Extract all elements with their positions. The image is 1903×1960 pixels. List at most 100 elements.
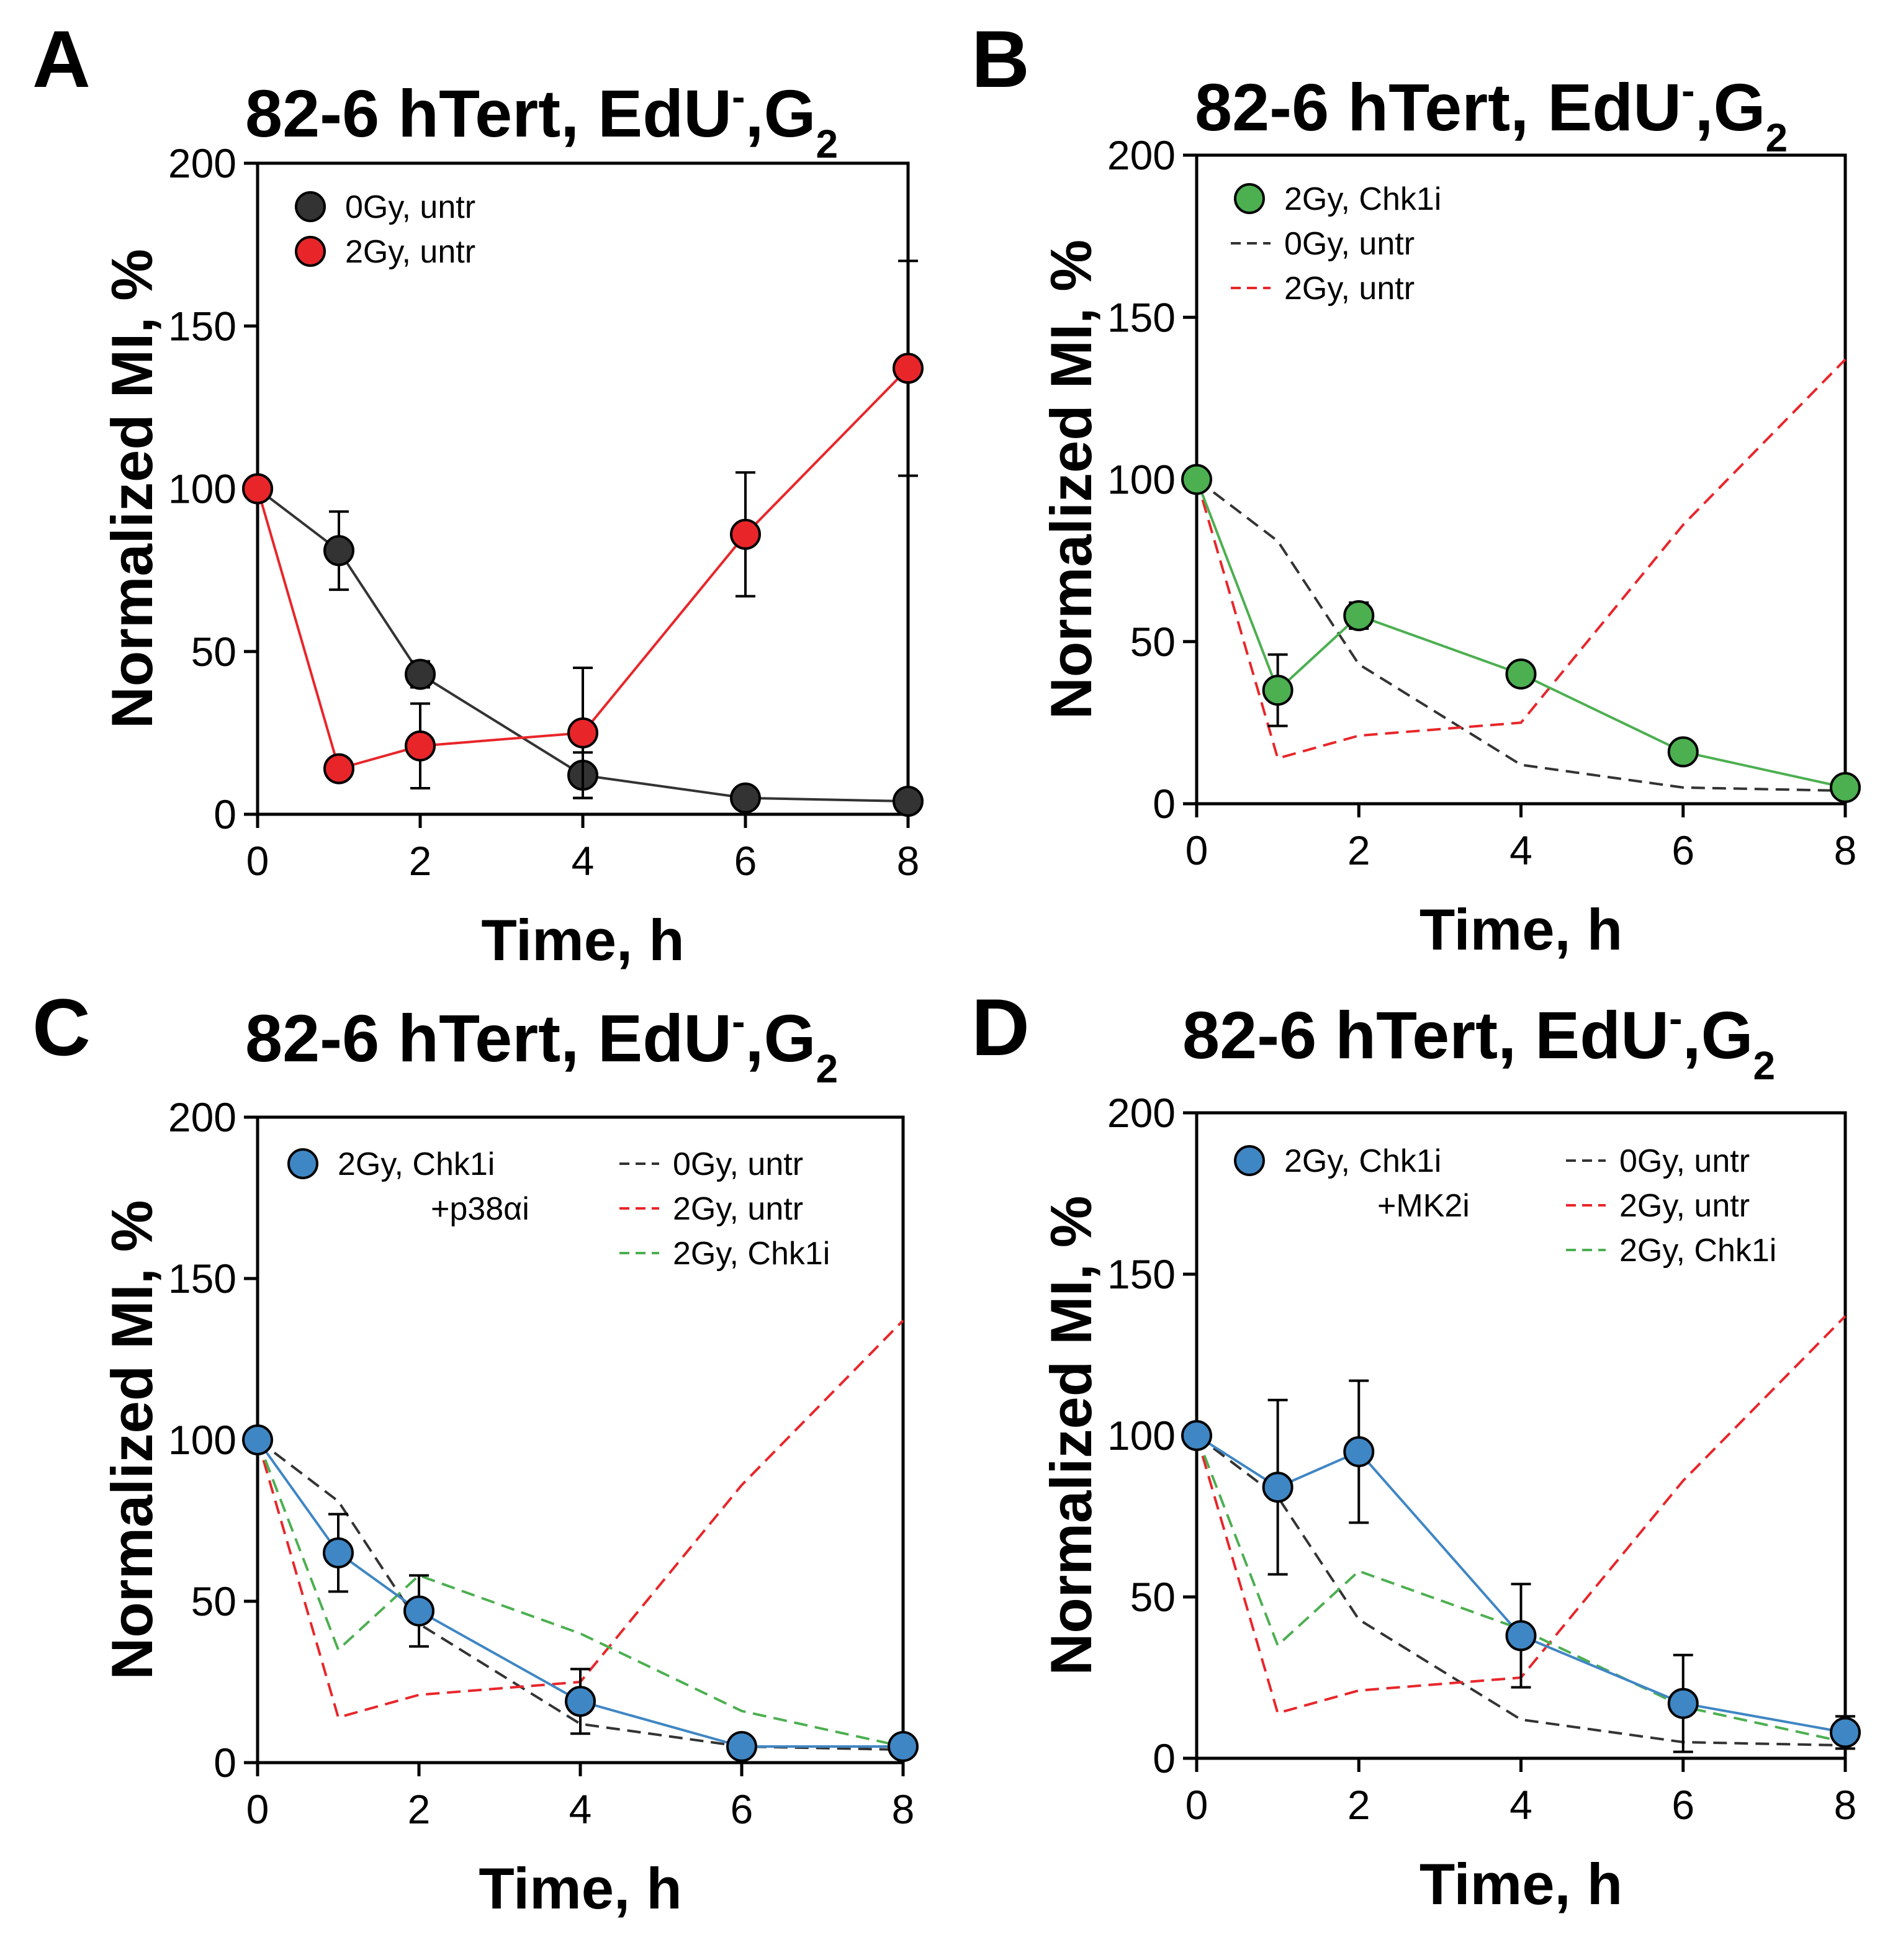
data-point bbox=[242, 473, 273, 505]
data-point bbox=[893, 353, 924, 384]
legend-item: 0Gy, untr bbox=[619, 1146, 803, 1182]
series-2gy-chk1i-mk2i bbox=[1181, 1379, 1861, 1753]
chart-title-superscript: - bbox=[732, 74, 745, 119]
y-tick-label: 100 bbox=[168, 1417, 236, 1463]
series-line bbox=[256, 1439, 904, 1751]
x-tick-label: 0 bbox=[246, 1786, 269, 1832]
legend-label: 2Gy, Chk1i bbox=[1284, 181, 1441, 217]
y-tick-label: 200 bbox=[168, 1094, 236, 1140]
legend: 2Gy, Chk1i +MK2i 0Gy, untr 2Gy, untr 2Gy, Ch… bbox=[1234, 1143, 1776, 1269]
y-tick-label: 0 bbox=[214, 1740, 236, 1786]
series-0gy-untr bbox=[1195, 478, 1846, 793]
legend-label: 2Gy, untr bbox=[1284, 271, 1415, 307]
x-tick-label: 6 bbox=[731, 1786, 754, 1832]
data-point bbox=[1505, 1620, 1537, 1652]
x-axis-label: Time, h bbox=[1419, 1851, 1622, 1917]
series-0gy-untr bbox=[256, 1439, 904, 1751]
x-tick-label: 4 bbox=[1509, 1782, 1532, 1828]
data-point bbox=[1262, 1472, 1293, 1503]
chart-title: 82-6 hTert, EdU-,G2 bbox=[1195, 68, 1788, 160]
chart-title-subscript: 2 bbox=[1766, 115, 1788, 160]
chart-title-main: 82-6 hTert, EdU bbox=[1195, 70, 1681, 145]
data-point bbox=[1181, 1420, 1212, 1451]
chart-title-subscript: 2 bbox=[1753, 1043, 1776, 1088]
legend-item: 2Gy, Chk1i bbox=[1234, 181, 1441, 217]
series-line bbox=[1195, 358, 1847, 760]
chart-title: 82-6 hTert, EdU-,G2 bbox=[245, 999, 838, 1091]
data-point bbox=[1262, 675, 1293, 706]
data-point bbox=[1830, 1717, 1861, 1748]
y-tick-label: 200 bbox=[1107, 132, 1176, 178]
chart-title-comma: ,G bbox=[745, 1000, 816, 1076]
data-point bbox=[403, 1595, 434, 1627]
y-tick-label: 50 bbox=[1130, 1574, 1176, 1620]
legend-marker bbox=[1234, 1145, 1265, 1176]
y-tick-label: 100 bbox=[168, 466, 236, 512]
series-line bbox=[1195, 1315, 1847, 1715]
legend-item: 2Gy, Chk1i bbox=[1566, 1233, 1776, 1269]
data-point bbox=[730, 518, 761, 550]
y-axis-label: Normalized MI, % bbox=[99, 249, 164, 729]
data-point bbox=[242, 1424, 273, 1455]
x-tick-label: 4 bbox=[569, 1786, 592, 1832]
x-tick-label: 6 bbox=[1671, 1782, 1694, 1828]
plot-area bbox=[242, 1319, 919, 1762]
y-tick-label: 150 bbox=[168, 303, 236, 349]
legend-item: 2Gy, Chk1i +p38αi bbox=[287, 1146, 529, 1227]
legend-label: 2Gy, untr bbox=[1619, 1188, 1750, 1224]
x-tick-label: 8 bbox=[897, 838, 920, 884]
x-tick-label: 8 bbox=[1834, 827, 1857, 873]
series-2gy-untr bbox=[242, 259, 924, 799]
y-axis-label: Normalized MI, % bbox=[1038, 1195, 1104, 1675]
legend-label: 2Gy, Chk1i bbox=[338, 1146, 495, 1182]
data-point bbox=[405, 659, 436, 690]
legend-label: 2Gy, Chk1i bbox=[673, 1236, 830, 1272]
chart-title-comma: ,G bbox=[1682, 997, 1753, 1072]
data-point bbox=[565, 1686, 596, 1717]
legend-label: 0Gy, untr bbox=[673, 1146, 803, 1182]
y-tick-label: 0 bbox=[214, 791, 236, 837]
legend-label: 0Gy, untr bbox=[1284, 226, 1415, 262]
panel-letter: C bbox=[32, 982, 91, 1072]
y-tick-label: 50 bbox=[191, 629, 236, 675]
series-2gy-chk1i-p38-i bbox=[242, 1424, 919, 1762]
data-point bbox=[1667, 736, 1699, 768]
y-axis-label: Normalized MI, % bbox=[99, 1200, 164, 1679]
legend-marker bbox=[287, 1148, 318, 1179]
x-tick-label: 0 bbox=[1185, 827, 1208, 873]
data-point bbox=[567, 717, 598, 748]
y-tick-label: 100 bbox=[1107, 1413, 1176, 1459]
y-tick-label: 100 bbox=[1107, 457, 1176, 503]
y-tick-label: 150 bbox=[1107, 294, 1176, 340]
legend-label-line2: +MK2i bbox=[1377, 1188, 1470, 1224]
series-line bbox=[256, 1319, 904, 1719]
legend-item: 2Gy, Chk1i bbox=[619, 1236, 830, 1272]
chart-title-superscript: - bbox=[1681, 68, 1694, 113]
chart-title-comma: ,G bbox=[1694, 70, 1765, 145]
series-line bbox=[256, 1439, 903, 1748]
data-point bbox=[888, 1731, 919, 1762]
panel-letter: D bbox=[971, 982, 1030, 1072]
y-tick-label: 50 bbox=[191, 1578, 236, 1624]
chart-title-superscript: - bbox=[732, 999, 745, 1044]
panel-letter: A bbox=[32, 14, 91, 104]
x-tick-label: 2 bbox=[1347, 1782, 1370, 1828]
plot-frame bbox=[256, 1115, 905, 1764]
legend-marker bbox=[1234, 183, 1265, 214]
legend-marker bbox=[295, 236, 326, 267]
x-tick-label: 4 bbox=[572, 838, 595, 884]
data-point bbox=[323, 1537, 354, 1568]
data-point bbox=[405, 730, 436, 762]
data-point bbox=[323, 535, 354, 567]
series-line bbox=[1195, 478, 1846, 793]
plot-area bbox=[1181, 358, 1861, 803]
legend-item: 2Gy, untr bbox=[619, 1191, 803, 1227]
series-line bbox=[256, 487, 909, 803]
x-axis-label: Time, h bbox=[479, 1856, 682, 1921]
y-tick-label: 50 bbox=[1130, 619, 1176, 665]
chart-title-main: 82-6 hTert, EdU bbox=[245, 1000, 732, 1076]
chart-title: 82-6 hTert, EdU-,G2 bbox=[1182, 996, 1775, 1088]
